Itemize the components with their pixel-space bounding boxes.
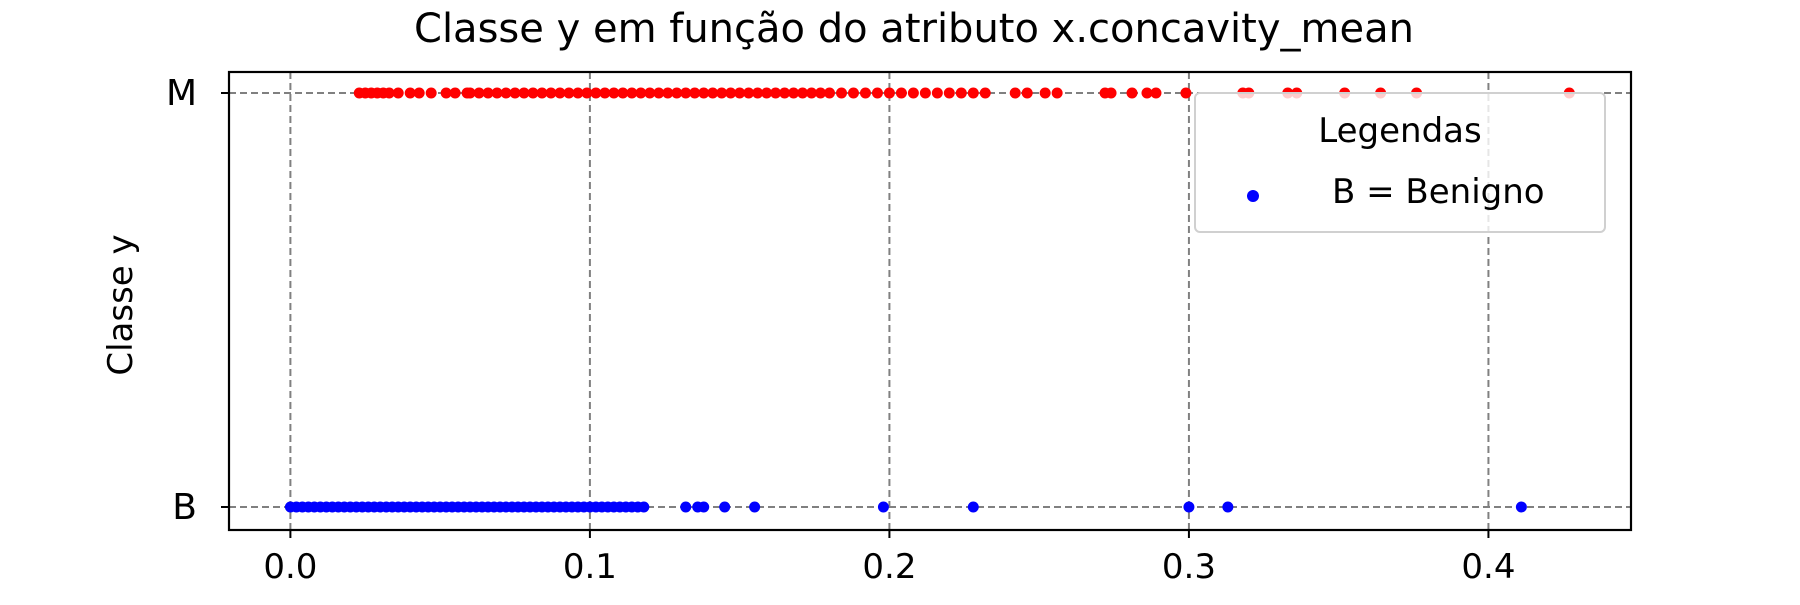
data-point-M-28: [599, 87, 611, 99]
data-point-M-23: [554, 87, 566, 99]
data-point-M-11: [449, 87, 461, 99]
data-point-M-16: [491, 87, 503, 99]
data-point-M-6: [392, 87, 404, 99]
data-point-M-19: [518, 87, 530, 99]
data-point-M-41: [716, 87, 728, 99]
chart-title: Classe y em função do atributo x.concavi…: [414, 6, 1414, 52]
data-point-B-67: [1183, 501, 1195, 513]
data-point-M-45: [752, 87, 764, 99]
legend-box: [1194, 92, 1606, 233]
x-tick-label-0: 0.0: [263, 547, 317, 587]
x-tick-label-2: 0.2: [862, 547, 916, 587]
data-point-B-69: [1515, 501, 1527, 513]
legend-marker-benigno: [1247, 190, 1259, 202]
data-point-M-8: [413, 87, 425, 99]
data-point-M-57: [871, 87, 883, 99]
data-point-M-13: [464, 87, 476, 99]
data-point-M-70: [1051, 87, 1063, 99]
data-point-M-54: [835, 87, 847, 99]
x-tick-label-3: 0.3: [1162, 547, 1216, 587]
data-point-M-31: [626, 87, 638, 99]
data-point-M-72: [1105, 87, 1117, 99]
legend-title: Legendas: [1318, 111, 1481, 151]
data-point-M-27: [590, 87, 602, 99]
data-point-M-29: [608, 87, 620, 99]
data-point-M-40: [707, 87, 719, 99]
data-point-M-37: [680, 87, 692, 99]
data-point-M-10: [440, 87, 452, 99]
data-point-M-22: [545, 87, 557, 99]
data-point-B-62: [698, 501, 710, 513]
data-point-B-59: [638, 501, 650, 513]
data-point-M-46: [761, 87, 773, 99]
data-point-B-64: [749, 501, 761, 513]
data-point-M-74: [1141, 87, 1153, 99]
x-tick-label-1: 0.1: [563, 547, 617, 587]
data-point-M-33: [644, 87, 656, 99]
data-point-M-75: [1150, 87, 1162, 99]
data-point-M-34: [653, 87, 665, 99]
data-point-M-42: [725, 87, 737, 99]
data-point-M-25: [572, 87, 584, 99]
data-point-M-20: [527, 87, 539, 99]
data-point-M-73: [1126, 87, 1138, 99]
data-point-M-32: [635, 87, 647, 99]
data-point-B-63: [719, 501, 731, 513]
data-point-M-5: [383, 87, 395, 99]
data-point-M-67: [1009, 87, 1021, 99]
data-point-M-39: [698, 87, 710, 99]
data-point-M-14: [473, 87, 485, 99]
data-point-M-24: [563, 87, 575, 99]
data-point-M-49: [788, 87, 800, 99]
data-point-M-30: [617, 87, 629, 99]
data-point-M-62: [931, 87, 943, 99]
data-point-M-64: [955, 87, 967, 99]
data-point-B-65: [877, 501, 889, 513]
data-point-M-38: [689, 87, 701, 99]
data-point-M-18: [509, 87, 521, 99]
data-point-M-50: [797, 87, 809, 99]
legend-label-benigno: B = Benigno: [1332, 172, 1545, 212]
data-point-B-60: [680, 501, 692, 513]
data-point-M-68: [1021, 87, 1033, 99]
data-point-M-15: [482, 87, 494, 99]
data-point-M-43: [734, 87, 746, 99]
data-point-M-55: [847, 87, 859, 99]
x-tick-label-4: 0.4: [1461, 547, 1515, 587]
data-point-M-44: [743, 87, 755, 99]
plot-area-frame: [227, 70, 1633, 532]
data-point-M-53: [824, 87, 836, 99]
data-point-M-69: [1039, 87, 1051, 99]
data-point-M-56: [859, 87, 871, 99]
data-point-M-17: [500, 87, 512, 99]
y-tick-label-M: M: [166, 73, 197, 114]
data-point-M-35: [662, 87, 674, 99]
legend: Legendas B = Benigno: [1194, 92, 1606, 233]
data-point-M-61: [919, 87, 931, 99]
data-point-M-76: [1180, 87, 1192, 99]
data-point-M-47: [770, 87, 782, 99]
data-point-M-60: [907, 87, 919, 99]
data-point-M-26: [581, 87, 593, 99]
data-point-M-48: [779, 87, 791, 99]
y-axis-label: Classe y: [101, 234, 141, 375]
data-point-M-59: [895, 87, 907, 99]
data-point-M-63: [943, 87, 955, 99]
y-tick-label-B: B: [172, 487, 197, 528]
data-point-M-21: [536, 87, 548, 99]
data-point-M-51: [806, 87, 818, 99]
data-point-M-58: [883, 87, 895, 99]
data-point-M-7: [404, 87, 416, 99]
data-point-M-52: [815, 87, 827, 99]
data-point-B-66: [967, 501, 979, 513]
data-point-M-36: [671, 87, 683, 99]
data-point-B-68: [1222, 501, 1234, 513]
data-point-M-66: [979, 87, 991, 99]
data-point-M-65: [967, 87, 979, 99]
ticks-layer: 0.0 0.1 0.2 0.3 0.4 B M: [166, 73, 1516, 587]
data-point-M-9: [425, 87, 437, 99]
